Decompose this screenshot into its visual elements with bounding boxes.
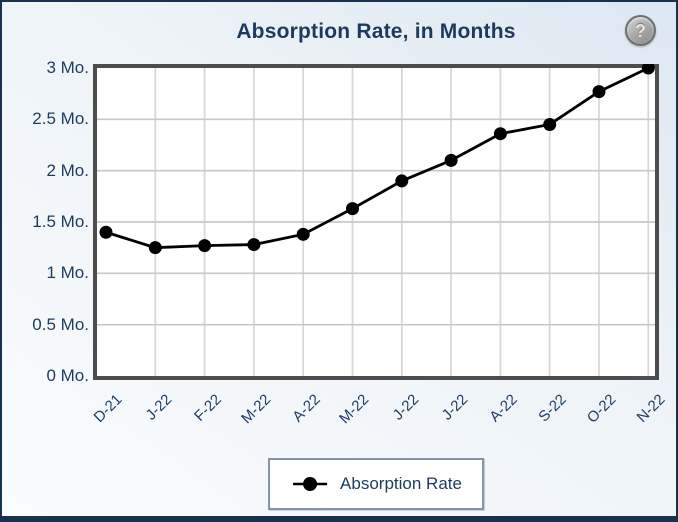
y-tick-label: 0 Mo.	[46, 366, 89, 385]
x-tick-label: D-21	[91, 391, 127, 427]
x-tick-label: O-22	[583, 391, 620, 427]
data-point	[296, 227, 310, 241]
series-marker-icon	[293, 477, 328, 491]
plot-border	[93, 64, 659, 380]
data-point	[247, 238, 261, 252]
y-tick-label: 1 Mo.	[46, 263, 89, 283]
x-tick-label: M-22	[336, 391, 373, 428]
data-point	[641, 64, 655, 75]
x-tick-label: S-22	[535, 391, 570, 426]
chart-title: Absorption Rate, in Months	[236, 20, 516, 43]
legend-box: Absorption Rate	[268, 458, 484, 510]
data-point	[148, 241, 162, 255]
x-tick-label: A-22	[288, 391, 324, 426]
x-tick-label: N-22	[633, 391, 669, 427]
y-tick-label: 3 Mo.	[46, 58, 89, 77]
x-tick-label: M-22	[237, 391, 274, 428]
x-tick-label: A-22	[485, 391, 521, 426]
series-line	[105, 66, 649, 250]
data-point	[444, 153, 458, 167]
data-point	[395, 174, 409, 188]
question-mark-glyph: ?	[635, 20, 646, 41]
data-point	[543, 117, 557, 131]
legend-label: Absorption Rate	[340, 474, 462, 493]
line-chart-plot	[93, 64, 659, 380]
x-tick-label: F-22	[190, 391, 225, 425]
y-tick-label: 2 Mo.	[46, 160, 89, 180]
y-tick-label: 1.5 Mo.	[32, 212, 89, 231]
data-point	[346, 202, 359, 216]
x-tick-label: J-22	[438, 391, 472, 424]
data-point	[493, 127, 507, 141]
data-point	[592, 85, 606, 99]
data-point	[99, 225, 113, 239]
y-tick-label: 2.5 Mo.	[32, 109, 89, 129]
y-tick-label: 0.5 Mo.	[32, 314, 89, 334]
x-tick-label: J-22	[142, 391, 176, 424]
x-tick-label: J-22	[389, 391, 422, 424]
data-point	[198, 239, 212, 253]
help-icon[interactable]: ?	[625, 15, 656, 46]
